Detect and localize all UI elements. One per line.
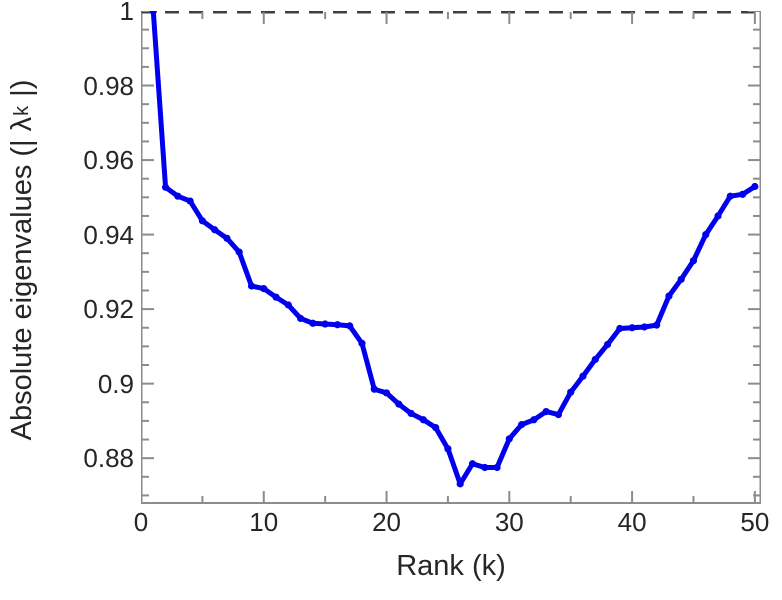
data-point-marker [419, 416, 427, 424]
data-point-marker [149, 11, 157, 15]
data-point-marker [738, 190, 747, 198]
data-point-marker [517, 421, 526, 429]
data-point-marker [223, 234, 231, 242]
data-point-marker [321, 320, 329, 328]
data-point-marker [554, 410, 563, 419]
data-point-marker [653, 321, 661, 329]
plot-area [141, 11, 761, 504]
x-axis-tick-label: 40 [617, 507, 647, 537]
data-point-marker [542, 407, 550, 416]
data-point-marker [272, 293, 280, 301]
data-point-marker [591, 355, 599, 364]
data-point-marker [198, 217, 206, 225]
data-point-marker [370, 385, 378, 393]
data-point-marker [603, 340, 612, 349]
data-point-marker [640, 323, 648, 331]
data-point-marker [346, 322, 354, 330]
data-point-marker [714, 212, 722, 220]
data-point-marker [628, 324, 636, 332]
data-point-marker [407, 409, 415, 418]
y-axis-title-main: Absolute eigenvalues (| λ [5, 116, 38, 441]
y-axis-tick-labels: 0.88 0.9 0.92 0.94 0.96 0.98 1 [38, 0, 134, 520]
data-point-marker [186, 197, 194, 205]
data-point-marker [444, 445, 452, 453]
data-point-marker [751, 182, 759, 191]
y-axis-title-tail: |) [5, 79, 38, 97]
y-axis-title-subscript: k [10, 105, 33, 116]
plot-svg [141, 11, 761, 504]
data-point-marker [579, 372, 587, 380]
data-point-marker [726, 192, 734, 200]
data-point-marker [235, 248, 243, 256]
y-axis-tick-label: 0.94 [83, 219, 134, 250]
y-axis-tick-label: 0.9 [97, 368, 134, 399]
x-axis-title: Rank (k) [396, 550, 506, 582]
data-point-marker [665, 292, 673, 300]
data-point-marker [260, 285, 268, 293]
data-point-marker [505, 435, 513, 443]
data-point-marker [689, 257, 698, 265]
x-axis-tick-label: 50 [740, 507, 770, 537]
data-point-marker [468, 460, 477, 468]
data-point-marker [211, 226, 219, 234]
data-point-marker [247, 282, 256, 290]
data-point-marker [297, 314, 305, 323]
x-axis-tick-labels: 0 10 20 30 40 50 [0, 509, 782, 549]
y-axis-tick-label: 1 [119, 0, 134, 26]
y-axis-tick-label: 0.92 [83, 294, 134, 325]
data-series-line [150, 11, 758, 487]
data-point-marker [161, 183, 170, 191]
data-point-marker [333, 321, 342, 329]
data-point-marker [493, 463, 501, 472]
data-point-marker [382, 389, 391, 397]
data-point-marker [616, 324, 624, 333]
data-point-marker [530, 416, 538, 424]
data-point-marker [456, 480, 464, 488]
data-point-marker [567, 388, 575, 396]
data-point-marker [432, 424, 440, 432]
data-point-marker [481, 463, 489, 472]
x-axis-tick-label: 30 [494, 507, 524, 537]
x-axis-tick-label: 10 [249, 507, 279, 537]
data-point-marker [284, 301, 292, 309]
data-point-marker [174, 192, 182, 200]
y-axis-tick-label: 0.88 [83, 443, 134, 474]
x-axis-tick-label: 0 [133, 507, 149, 537]
data-point-marker [358, 339, 366, 347]
data-point-marker [702, 230, 710, 239]
y-axis-tick-label: 0.98 [83, 70, 134, 101]
y-axis-tick-label: 0.96 [83, 145, 134, 176]
data-point-marker [395, 400, 403, 408]
data-point-marker [677, 275, 685, 283]
x-axis-tick-label: 20 [372, 507, 401, 537]
data-point-marker [309, 319, 317, 327]
